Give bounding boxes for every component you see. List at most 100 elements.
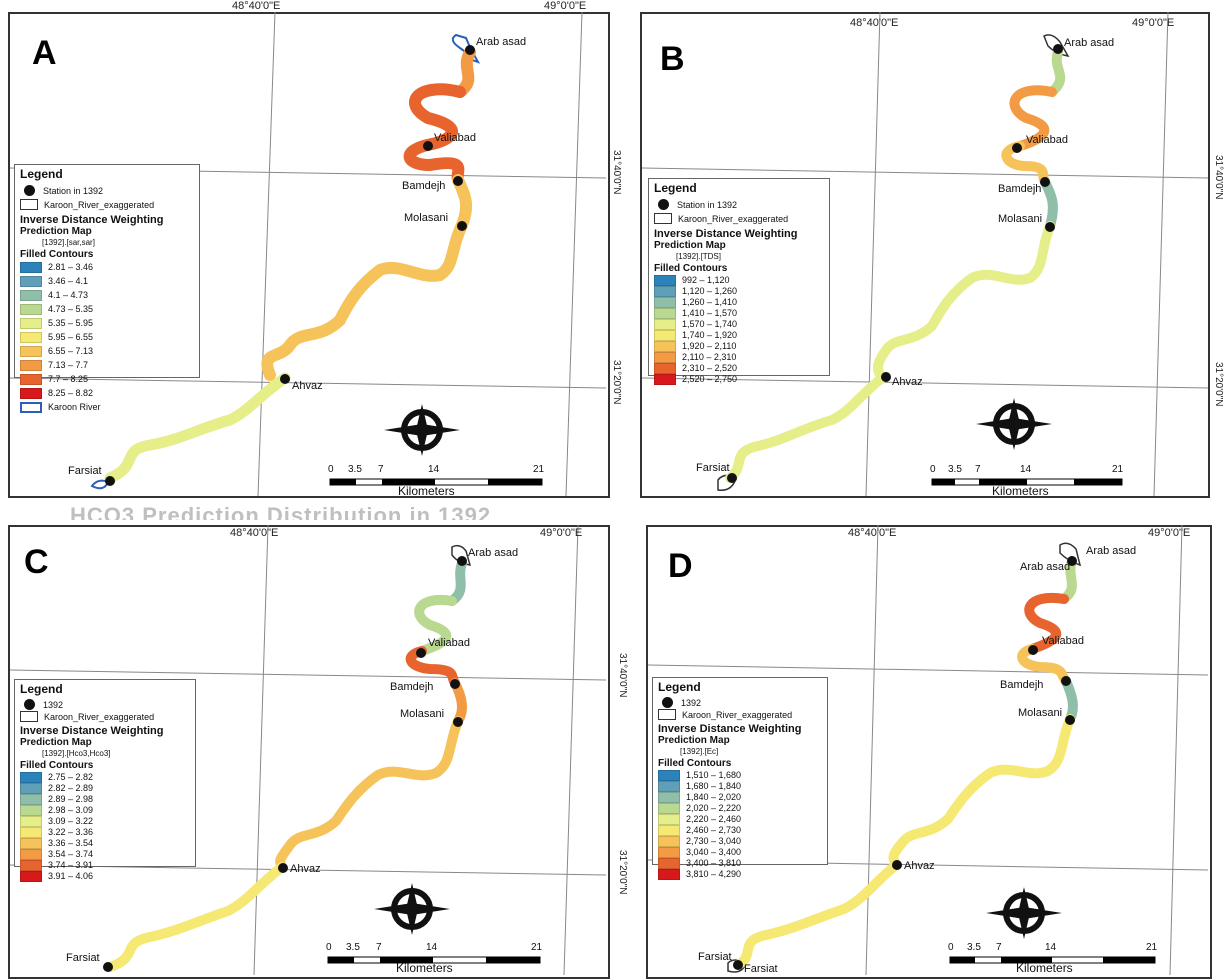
river-swatch bbox=[20, 199, 38, 211]
legend-class-row: 2,730 – 3,040 bbox=[658, 835, 822, 847]
legend-class-label: 2,730 – 3,040 bbox=[686, 835, 742, 846]
meridian-line bbox=[257, 11, 276, 497]
station-label: Arab asad bbox=[1064, 37, 1115, 49]
scale-tick: 14 bbox=[428, 464, 440, 475]
scale-tick: 3.5 bbox=[346, 942, 360, 953]
station-marker bbox=[280, 374, 290, 384]
class-swatch bbox=[20, 360, 42, 372]
north-arrow-icon: N bbox=[384, 398, 460, 456]
legend-class-label: 3.46 – 4.1 bbox=[48, 276, 89, 287]
svg-text:N: N bbox=[1011, 392, 1018, 402]
legend-river-row: Karoon_River_exaggerated bbox=[20, 711, 190, 723]
legend-class-row: 1,740 – 1,920 bbox=[654, 329, 824, 341]
legend-class-label: 3,400 – 3,810 bbox=[686, 857, 742, 868]
longitude-label: 49°0'0"E bbox=[540, 527, 583, 539]
map-canvas: N bbox=[9, 524, 607, 976]
legend-map-type: Prediction Map bbox=[658, 735, 730, 747]
panel-c: N C 48°40'0"E 49°0'0"E 31°40'0"N 31°20'0… bbox=[0, 505, 628, 979]
class-swatch bbox=[658, 846, 680, 858]
station-marker bbox=[1053, 44, 1063, 54]
north-arrow-icon: N bbox=[374, 877, 450, 935]
legend-class-label: 1,740 – 1,920 bbox=[682, 329, 738, 340]
north-arrow-icon: N bbox=[976, 392, 1052, 450]
legend-station-row: 1392 bbox=[20, 699, 190, 711]
station-marker bbox=[1040, 177, 1050, 187]
river-segment bbox=[403, 138, 465, 186]
class-swatch bbox=[20, 815, 42, 827]
legend-river-label: Karoon_River_exaggerated bbox=[44, 199, 155, 210]
legend-title: Legend bbox=[658, 680, 701, 694]
legend-method: Inverse Distance Weighting bbox=[20, 724, 164, 737]
legend-method: Inverse Distance Weighting bbox=[658, 722, 802, 735]
panel-a: N A 48°40'0"E 49°0'0"E 31°40'0"N 31°20'0… bbox=[0, 0, 622, 500]
legend-class-row: 2.82 – 2.89 bbox=[20, 782, 190, 794]
legend-class-label: 1,510 – 1,680 bbox=[686, 769, 742, 780]
legend-class-row: 5.35 – 5.95 bbox=[20, 317, 194, 331]
class-swatch bbox=[20, 870, 42, 882]
longitude-label: 48°40'0"E bbox=[232, 0, 281, 12]
scale-tick: 0 bbox=[326, 942, 332, 953]
longitude-label: 49°0'0"E bbox=[544, 0, 587, 12]
legend: Legend 1392 Karoon_River_exaggerated Inv… bbox=[652, 677, 828, 880]
panel-label: C bbox=[24, 543, 49, 581]
class-swatch bbox=[20, 804, 42, 816]
legend-title: Legend bbox=[654, 181, 697, 195]
legend-river-row: Karoon_River_exaggerated bbox=[658, 709, 822, 721]
legend-class-row: 2.81 – 3.46 bbox=[20, 261, 194, 275]
parallel-line bbox=[9, 377, 607, 389]
scale-tick: 3.5 bbox=[967, 942, 981, 953]
legend-class-label: 1,570 – 1,740 bbox=[682, 318, 738, 329]
legend-class-row: 1,260 – 1,410 bbox=[654, 296, 824, 308]
station-label: Ahvaz bbox=[290, 863, 321, 875]
scale-tick: 14 bbox=[426, 942, 438, 953]
legend-class-label: 6.55 – 7.13 bbox=[48, 346, 94, 357]
class-swatch bbox=[658, 813, 680, 825]
station-dot-icon bbox=[658, 199, 669, 211]
legend-filled-contours: Filled Contours bbox=[20, 760, 94, 772]
legend-class-row: 1,840 – 2,020 bbox=[658, 791, 822, 803]
meridian-line bbox=[563, 524, 579, 976]
class-swatch bbox=[654, 362, 676, 374]
station-marker bbox=[727, 473, 737, 483]
legend-class-label: 2.82 – 2.89 bbox=[48, 782, 94, 793]
class-swatch bbox=[20, 374, 42, 386]
river-swatch bbox=[20, 711, 38, 723]
legend-station-label: Station in 1392 bbox=[43, 185, 104, 196]
legend-station-row: Station in 1392 bbox=[654, 198, 824, 212]
legend-river-row: Karoon_River_exaggerated bbox=[20, 198, 194, 212]
river-segment bbox=[405, 646, 460, 688]
class-swatch bbox=[654, 307, 676, 319]
legend-field: [1392].[Ec] bbox=[680, 746, 719, 756]
station-label: Bamdejh bbox=[1000, 679, 1044, 691]
legend-class-row: 1,510 – 1,680 bbox=[658, 769, 822, 781]
river-segment bbox=[104, 372, 291, 484]
river-swatch bbox=[654, 213, 672, 225]
scale-tick: 0 bbox=[948, 942, 954, 953]
legend-class-label: 2,220 – 2,460 bbox=[686, 813, 742, 824]
legend-class-row: 992 – 1,120 bbox=[654, 274, 824, 286]
station-label: Farsiat bbox=[696, 462, 730, 474]
legend-class-label: 1,260 – 1,410 bbox=[682, 296, 738, 307]
legend-station-row: Station in 1392 bbox=[20, 184, 194, 198]
legend: Legend Station in 1392 Karoon_River_exag… bbox=[648, 178, 830, 385]
station-label: Arab asad bbox=[1086, 545, 1137, 557]
station-label: Ahvaz bbox=[904, 860, 935, 872]
parallel-line bbox=[9, 669, 607, 681]
class-swatch bbox=[658, 780, 680, 792]
class-swatch bbox=[658, 802, 680, 814]
overlay-title: HCO3 Prediction Distribution in 1392 bbox=[70, 503, 492, 520]
station-label: Valiabad bbox=[428, 637, 470, 649]
legend-filled-contours: Filled Contours bbox=[654, 263, 728, 275]
river-segment bbox=[452, 174, 473, 231]
legend-class-label: 3.54 – 3.74 bbox=[48, 848, 94, 859]
legend-class-label: 5.95 – 6.55 bbox=[48, 332, 94, 343]
class-swatch bbox=[20, 388, 42, 400]
station-marker bbox=[1065, 715, 1075, 725]
legend-class-row: 1,120 – 1,260 bbox=[654, 285, 824, 297]
legend-class-row: 2,520 – 2,750 bbox=[654, 373, 824, 385]
class-swatch bbox=[20, 793, 42, 805]
legend-class-row: 3.36 – 3.54 bbox=[20, 837, 190, 849]
station-marker bbox=[450, 679, 460, 689]
station-label: Arab asad bbox=[468, 547, 519, 559]
legend-class-label: 1,120 – 1,260 bbox=[682, 285, 738, 296]
